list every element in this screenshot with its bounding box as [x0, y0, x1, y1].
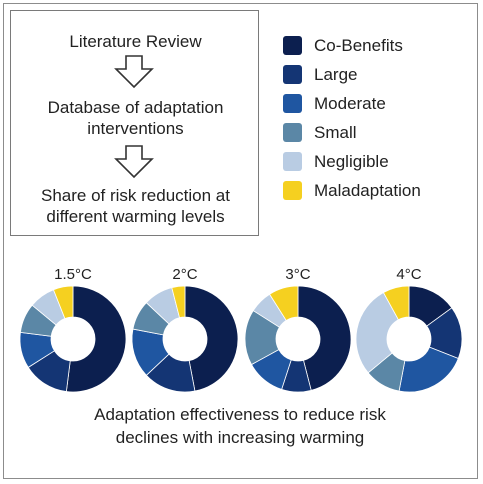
legend-swatch — [283, 181, 302, 200]
legend-swatch — [283, 123, 302, 142]
figure-frame — [3, 3, 478, 479]
slice-maladaptation — [171, 285, 186, 319]
legend-label: Maladaptation — [314, 181, 421, 200]
caption: Adaptation effectiveness to reduce risk … — [20, 403, 460, 449]
slice-co-benefits — [65, 285, 127, 393]
legend-item-negligible: Negligible — [283, 152, 473, 174]
down-arrow-icon — [114, 145, 154, 179]
donut-chart-2: 2°C — [131, 266, 239, 393]
legend-label: Small — [314, 123, 357, 142]
slice-maladaptation — [269, 285, 299, 321]
slice-co-benefits — [184, 285, 239, 392]
legend-item-large: Large — [283, 65, 473, 87]
slice-maladaptation — [382, 285, 410, 321]
legend-label: Moderate — [314, 94, 386, 113]
donut-title: 4°C — [396, 266, 421, 283]
legend-label: Negligible — [314, 152, 389, 171]
legend-label: Co-Benefits — [314, 36, 403, 55]
step-risk-reduction-line2: different warming levels — [46, 207, 225, 226]
legend-item-maladaptation: Maladaptation — [283, 181, 473, 203]
legend-swatch — [283, 94, 302, 113]
step-database-line2: interventions — [87, 119, 184, 138]
donut-chart-1: 1.5°C — [19, 266, 127, 393]
slice-negligible — [355, 292, 399, 374]
step-database-line1: Database of adaptation — [47, 98, 224, 117]
donut-title: 3°C — [285, 266, 310, 283]
step-literature-review: Literature Review — [69, 32, 202, 51]
caption-line2: declines with increasing warming — [115, 428, 365, 447]
donut-title: 2°C — [172, 266, 197, 283]
legend-item-small: Small — [283, 123, 473, 145]
legend-swatch — [283, 152, 302, 171]
down-arrow-icon — [114, 55, 154, 89]
legend-label: Large — [314, 65, 358, 84]
donut-charts: 1.5°C 2°C 3°C 4°C — [19, 266, 463, 393]
slice-moderate — [398, 346, 459, 393]
donut-chart-4: 4°C — [355, 266, 463, 393]
caption-line1: Adaptation effectiveness to reduce risk — [94, 405, 386, 424]
legend-item-co-benefits: Co-Benefits — [283, 36, 473, 58]
process-box: Literature Review Database of adaptation… — [10, 10, 259, 236]
donut-chart-3: 3°C — [244, 266, 352, 393]
legend-swatch — [283, 36, 302, 55]
step-risk-reduction: Share of risk reduction at different war… — [11, 185, 260, 227]
slice-maladaptation — [52, 285, 74, 320]
step-database: Database of adaptation interventions — [11, 97, 260, 139]
slice-co-benefits — [297, 285, 352, 391]
donut-title: 1.5°C — [54, 266, 92, 283]
step-risk-reduction-line1: Share of risk reduction at — [41, 186, 230, 205]
legend-item-moderate: Moderate — [283, 94, 473, 116]
legend-swatch — [283, 65, 302, 84]
